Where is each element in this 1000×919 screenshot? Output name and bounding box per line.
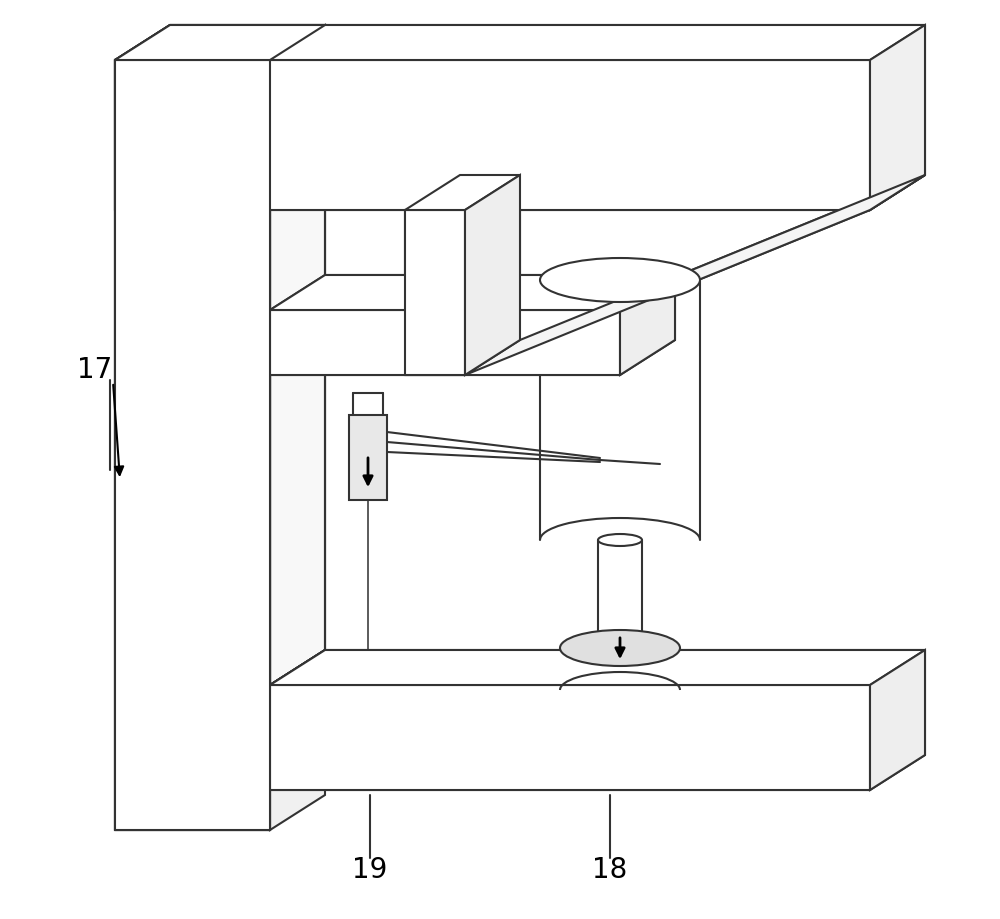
Polygon shape: [115, 25, 325, 60]
Polygon shape: [115, 25, 925, 60]
Ellipse shape: [598, 534, 642, 546]
Polygon shape: [270, 275, 675, 310]
Polygon shape: [270, 175, 325, 685]
Ellipse shape: [560, 630, 680, 666]
Polygon shape: [115, 60, 270, 830]
Polygon shape: [870, 25, 925, 210]
Polygon shape: [270, 310, 620, 375]
Polygon shape: [620, 275, 675, 375]
Text: 17: 17: [77, 356, 113, 384]
Ellipse shape: [540, 258, 700, 302]
Polygon shape: [270, 650, 925, 685]
Polygon shape: [270, 25, 325, 830]
Polygon shape: [405, 175, 520, 210]
Text: 18: 18: [592, 856, 628, 884]
Polygon shape: [870, 650, 925, 790]
Polygon shape: [115, 60, 870, 210]
Polygon shape: [270, 685, 870, 790]
Text: 19: 19: [352, 856, 388, 884]
Polygon shape: [465, 175, 520, 375]
Polygon shape: [115, 60, 270, 830]
Polygon shape: [405, 210, 465, 375]
Polygon shape: [465, 175, 925, 375]
Polygon shape: [115, 25, 325, 60]
Polygon shape: [349, 415, 387, 500]
